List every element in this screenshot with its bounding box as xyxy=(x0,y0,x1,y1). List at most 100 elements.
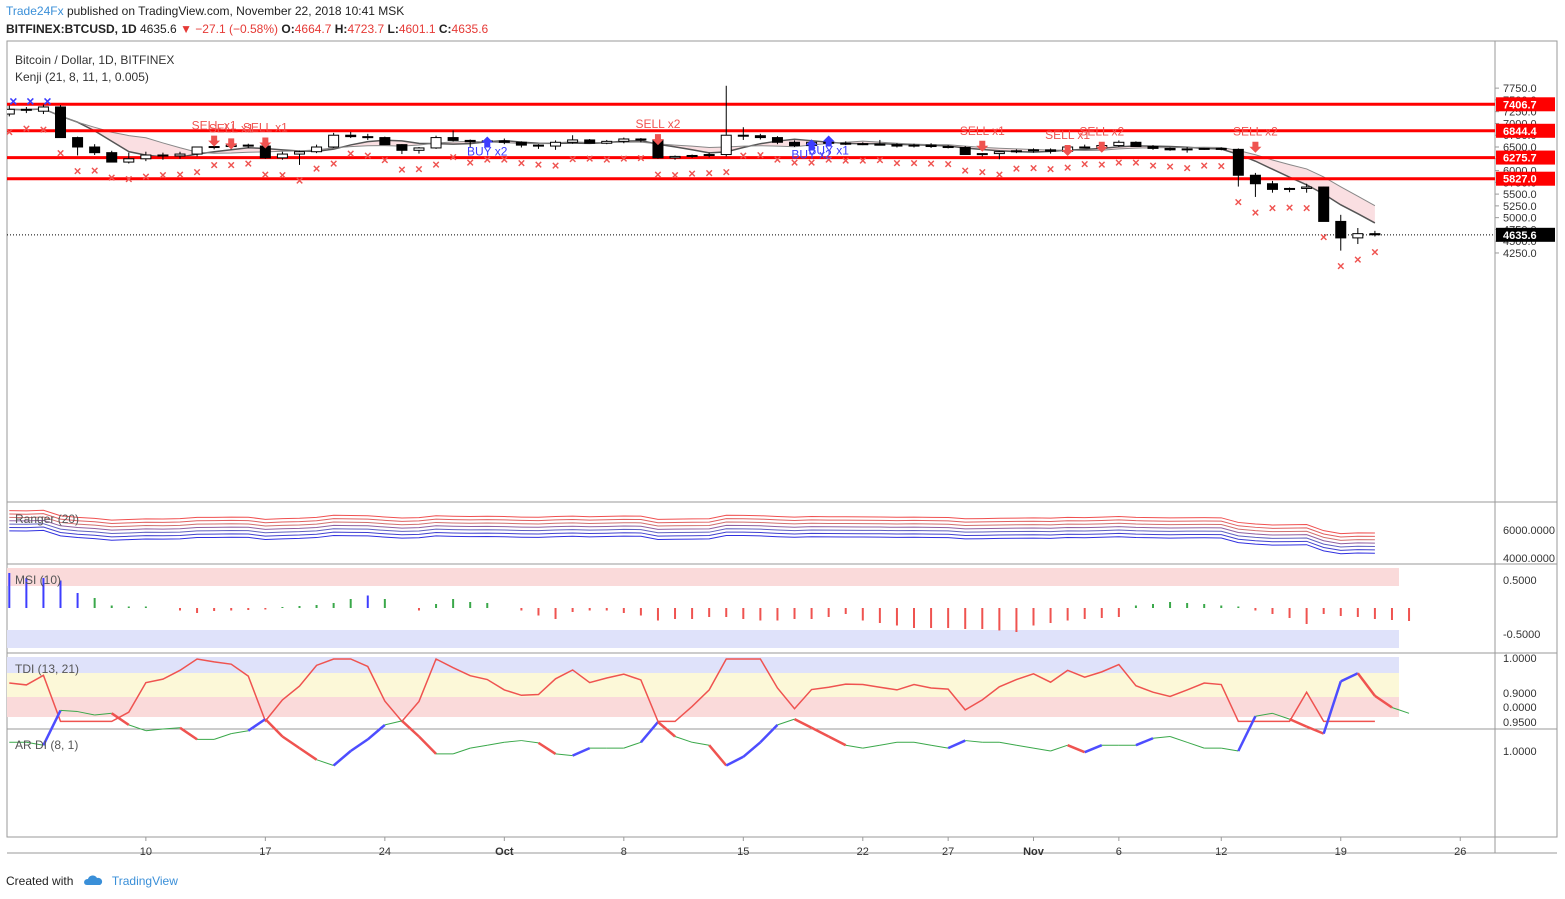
sell-arrow-icon xyxy=(1249,141,1262,153)
signal-cross: × xyxy=(825,152,833,167)
y-tick-label: 7750.0 xyxy=(1503,83,1537,95)
ardi-segment xyxy=(470,744,488,749)
candle-body xyxy=(208,146,220,149)
signal-cross: × xyxy=(910,155,918,170)
close-value: 4635.6 xyxy=(451,22,489,36)
msi-title: MSI (10) xyxy=(15,573,61,587)
candle-body xyxy=(567,139,579,143)
candle-body xyxy=(174,153,186,157)
publisher-name[interactable]: Trade24Fx xyxy=(6,4,64,18)
candle-body xyxy=(1369,233,1381,236)
candle-body xyxy=(1266,183,1278,190)
candle-body xyxy=(1113,141,1125,147)
high-value: 4723.7 xyxy=(347,22,385,36)
ranger-title: Ranger (20) xyxy=(15,512,79,526)
candle-body xyxy=(789,141,801,147)
ardi-tick-label: 0.9000 xyxy=(1503,688,1537,700)
signal-cross: × xyxy=(1064,160,1072,175)
candle-body xyxy=(72,137,84,148)
x-tick-label: 6 xyxy=(1116,846,1122,858)
signal-cross: × xyxy=(1115,155,1123,170)
candle-body xyxy=(959,146,971,156)
candle-body xyxy=(89,146,101,154)
ardi-segment xyxy=(1306,725,1325,735)
tdi-line xyxy=(9,657,1375,723)
candle-body xyxy=(1301,186,1313,189)
ardi-segment xyxy=(281,735,301,750)
candle-body xyxy=(7,108,15,115)
candle-body xyxy=(106,152,118,163)
published-text: published on TradingView.com, November 2… xyxy=(66,4,405,18)
signal-cross: × xyxy=(6,124,14,139)
candle-body xyxy=(874,143,886,146)
ardi-segment xyxy=(777,718,795,726)
signal-cross: × xyxy=(432,157,440,172)
signal-cross: × xyxy=(518,155,526,170)
symbol-label: BITFINEX:BTCUSD, 1D xyxy=(6,22,137,36)
candle-body xyxy=(532,144,544,147)
candle-body xyxy=(1181,148,1193,151)
ardi-segment xyxy=(1272,712,1290,720)
signal-cross: × xyxy=(586,151,594,166)
level-tag xyxy=(1496,97,1555,112)
ardi-segment xyxy=(674,736,693,743)
signal-cross: × xyxy=(1166,159,1174,174)
candle-body xyxy=(515,141,527,146)
ardi-segment xyxy=(913,741,932,746)
candle-body xyxy=(1079,146,1091,149)
ardi-segment xyxy=(332,750,352,767)
x-tick-label: 10 xyxy=(140,846,152,858)
x-tick-label: 8 xyxy=(621,846,627,858)
signal-cross: × xyxy=(347,146,355,161)
low-label: L: xyxy=(387,22,399,36)
x-tick-label: 17 xyxy=(259,846,271,858)
tradingview-link[interactable]: TradingView xyxy=(111,874,178,888)
signal-cross: × xyxy=(927,156,935,171)
ranger-band xyxy=(9,516,1375,541)
buy-arrow-icon xyxy=(805,139,818,151)
candle-body xyxy=(1215,147,1227,150)
signal-label: SELL x1 xyxy=(192,119,237,133)
ardi-segment xyxy=(930,744,949,749)
signal-cross: × xyxy=(1337,259,1345,274)
ardi-segment xyxy=(639,721,659,744)
ardi-segment xyxy=(742,741,762,758)
signal-cross: × xyxy=(313,161,321,176)
candle-body xyxy=(942,146,954,149)
signal-label: SELL x1 xyxy=(209,121,254,135)
ranger-band xyxy=(9,526,1375,551)
candle-body xyxy=(908,144,920,147)
buy-arrow-icon xyxy=(822,135,835,147)
signal-cross: × xyxy=(996,167,1004,182)
ardi-segment xyxy=(623,741,642,749)
signal-cross: × xyxy=(944,156,952,171)
x-tick-label: 27 xyxy=(942,846,954,858)
ardi-segment xyxy=(401,719,420,738)
signal-cross: × xyxy=(159,168,167,183)
candle-body xyxy=(396,144,408,151)
candle-body xyxy=(635,138,647,141)
candle-body xyxy=(157,154,169,157)
signal-cross: × xyxy=(176,167,184,182)
level-tag-label: 6275.7 xyxy=(1503,153,1537,165)
candle-body xyxy=(413,147,425,151)
ranger-band xyxy=(9,523,1375,548)
ardi-segment xyxy=(1391,707,1410,714)
ardi-segment xyxy=(572,746,591,757)
ardi-tick-label: 1.0000 xyxy=(1503,746,1537,758)
signal-cross: × xyxy=(740,148,748,163)
ardi-segment xyxy=(145,728,163,732)
kenji-slow-line xyxy=(9,108,1376,207)
tdi-upper-zone xyxy=(7,657,1399,673)
ardi-segment xyxy=(1084,744,1103,754)
candle-body xyxy=(584,139,596,144)
candle-body xyxy=(1318,186,1330,222)
candle-body xyxy=(550,141,562,147)
candle-body xyxy=(311,146,323,153)
signal-cross: × xyxy=(40,122,48,137)
signal-cross: × xyxy=(142,169,150,184)
ardi-segment xyxy=(1237,715,1257,752)
x-tick-label: 26 xyxy=(1454,846,1466,858)
ardi-segment xyxy=(1152,736,1171,739)
